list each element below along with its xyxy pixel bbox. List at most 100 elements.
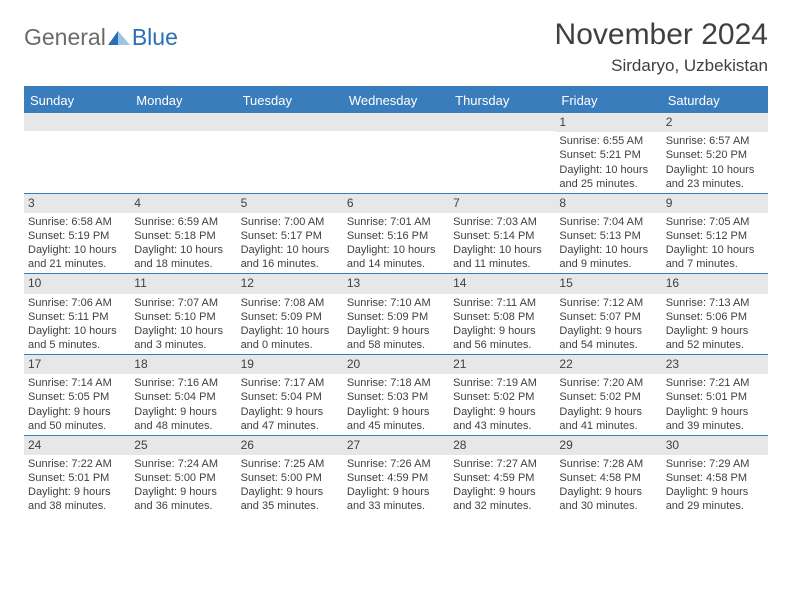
daylight2-text: and 56 minutes. xyxy=(453,338,551,352)
sunrise-text: Sunrise: 7:12 AM xyxy=(559,296,657,310)
sunset-text: Sunset: 5:17 PM xyxy=(241,229,339,243)
day-number: 28 xyxy=(449,436,555,455)
daylight1-text: Daylight: 9 hours xyxy=(559,405,657,419)
daylight2-text: and 25 minutes. xyxy=(559,177,657,191)
daylight1-text: Daylight: 9 hours xyxy=(134,485,232,499)
calendar-week: 10 Sunrise: 7:06 AMSunset: 5:11 PM Dayligh… xyxy=(24,273,768,354)
sunset-text: Sunset: 5:01 PM xyxy=(666,390,764,404)
sunset-text: Sunset: 5:20 PM xyxy=(666,148,764,162)
daylight1-text: Daylight: 9 hours xyxy=(347,405,445,419)
sunrise-text: Sunrise: 7:20 AM xyxy=(559,376,657,390)
calendar-cell xyxy=(343,113,449,193)
sunset-text: Sunset: 4:58 PM xyxy=(559,471,657,485)
cell-body: Sunrise: 7:27 AMSunset: 4:59 PMDaylight:… xyxy=(449,455,555,515)
day-number: 1 xyxy=(555,113,661,132)
calendar-cell: 3Sunrise: 6:58 AMSunset: 5:19 PMDaylight… xyxy=(24,194,130,274)
calendar-cell: 26Sunrise: 7:25 AMSunset: 5:00 PMDayligh… xyxy=(237,436,343,516)
daylight2-text: and 54 minutes. xyxy=(559,338,657,352)
daylight1-text: Daylight: 9 hours xyxy=(666,485,764,499)
day-number xyxy=(237,113,343,131)
cell-body: Sunrise: 7:03 AMSunset: 5:14 PMDaylight:… xyxy=(449,213,555,273)
daylight2-text: and 0 minutes. xyxy=(241,338,339,352)
sunrise-text: Sunrise: 6:57 AM xyxy=(666,134,764,148)
day-number: 15 xyxy=(555,274,661,293)
daylight1-text: Daylight: 10 hours xyxy=(666,243,764,257)
sunset-text: Sunset: 5:01 PM xyxy=(28,471,126,485)
daylight2-text: and 41 minutes. xyxy=(559,419,657,433)
sunrise-text: Sunrise: 7:27 AM xyxy=(453,457,551,471)
calendar-cell: 27Sunrise: 7:26 AMSunset: 4:59 PMDayligh… xyxy=(343,436,449,516)
logo-text-blue: Blue xyxy=(132,24,178,51)
sunset-text: Sunset: 5:00 PM xyxy=(241,471,339,485)
calendar-week: 1Sunrise: 6:55 AMSunset: 5:21 PMDaylight… xyxy=(24,113,768,193)
daylight1-text: Daylight: 10 hours xyxy=(28,243,126,257)
sunrise-text: Sunrise: 7:25 AM xyxy=(241,457,339,471)
sunrise-text: Sunrise: 6:59 AM xyxy=(134,215,232,229)
daylight1-text: Daylight: 9 hours xyxy=(666,324,764,338)
day-header: Saturday xyxy=(662,88,768,113)
sunrise-text: Sunrise: 7:22 AM xyxy=(28,457,126,471)
day-number: 14 xyxy=(449,274,555,293)
day-number xyxy=(130,113,236,131)
sunrise-text: Sunrise: 7:26 AM xyxy=(347,457,445,471)
sunrise-text: Sunrise: 7:04 AM xyxy=(559,215,657,229)
day-number: 3 xyxy=(24,194,130,213)
calendar-cell: 24 Sunrise: 7:22 AMSunset: 5:01 PMDayligh… xyxy=(24,436,130,516)
sunrise-text: Sunrise: 7:08 AM xyxy=(241,296,339,310)
calendar-cell: 30Sunrise: 7:29 AMSunset: 4:58 PMDayligh… xyxy=(662,436,768,516)
sunset-text: Sunset: 5:19 PM xyxy=(28,229,126,243)
day-number: 24 xyxy=(24,436,130,455)
cell-body: Sunrise: 7:10 AMSunset: 5:09 PMDaylight:… xyxy=(343,294,449,354)
daylight1-text: Daylight: 9 hours xyxy=(134,405,232,419)
day-number: 7 xyxy=(449,194,555,213)
sunrise-text: Sunrise: 7:00 AM xyxy=(241,215,339,229)
sunset-text: Sunset: 5:09 PM xyxy=(241,310,339,324)
daylight1-text: Daylight: 10 hours xyxy=(134,324,232,338)
calendar-cell: 8Sunrise: 7:04 AMSunset: 5:13 PMDaylight… xyxy=(555,194,661,274)
cell-body: Sunrise: 7:24 AMSunset: 5:00 PMDaylight:… xyxy=(130,455,236,515)
day-number: 16 xyxy=(662,274,768,293)
sunset-text: Sunset: 5:16 PM xyxy=(347,229,445,243)
daylight1-text: Daylight: 9 hours xyxy=(28,405,126,419)
daylight2-text: and 52 minutes. xyxy=(666,338,764,352)
day-number: 19 xyxy=(237,355,343,374)
daylight1-text: Daylight: 9 hours xyxy=(453,485,551,499)
daylight1-text: Daylight: 9 hours xyxy=(28,485,126,499)
cell-body: Sunrise: 7:16 AMSunset: 5:04 PMDaylight:… xyxy=(130,374,236,434)
daylight2-text: and 21 minutes. xyxy=(28,257,126,271)
sunrise-text: Sunrise: 7:05 AM xyxy=(666,215,764,229)
day-number: 10 xyxy=(24,274,130,293)
sunset-text: Sunset: 5:11 PM xyxy=(28,310,126,324)
calendar-cell xyxy=(237,113,343,193)
day-number: 4 xyxy=(130,194,236,213)
day-number xyxy=(343,113,449,131)
cell-body: Sunrise: 6:57 AMSunset: 5:20 PMDaylight:… xyxy=(662,132,768,192)
cell-body: Sunrise: 7:01 AMSunset: 5:16 PMDaylight:… xyxy=(343,213,449,273)
daylight1-text: Daylight: 9 hours xyxy=(453,324,551,338)
daylight1-text: Daylight: 9 hours xyxy=(666,405,764,419)
day-number: 12 xyxy=(237,274,343,293)
calendar-cell: 23Sunrise: 7:21 AMSunset: 5:01 PMDayligh… xyxy=(662,355,768,435)
calendar-cell: 20Sunrise: 7:18 AMSunset: 5:03 PMDayligh… xyxy=(343,355,449,435)
day-number: 23 xyxy=(662,355,768,374)
cell-body: Sunrise: 7:17 AMSunset: 5:04 PMDaylight:… xyxy=(237,374,343,434)
calendar-cell: 2Sunrise: 6:57 AMSunset: 5:20 PMDaylight… xyxy=(662,113,768,193)
sunrise-text: Sunrise: 7:29 AM xyxy=(666,457,764,471)
daylight1-text: Daylight: 10 hours xyxy=(241,243,339,257)
sunset-text: Sunset: 5:04 PM xyxy=(134,390,232,404)
sunset-text: Sunset: 5:03 PM xyxy=(347,390,445,404)
sunrise-text: Sunrise: 7:06 AM xyxy=(28,296,126,310)
day-header-row: Sunday Monday Tuesday Wednesday Thursday… xyxy=(24,88,768,113)
calendar-cell: 19Sunrise: 7:17 AMSunset: 5:04 PMDayligh… xyxy=(237,355,343,435)
calendar-cell: 15Sunrise: 7:12 AMSunset: 5:07 PMDayligh… xyxy=(555,274,661,354)
daylight1-text: Daylight: 10 hours xyxy=(347,243,445,257)
sunrise-text: Sunrise: 7:07 AM xyxy=(134,296,232,310)
daylight2-text: and 45 minutes. xyxy=(347,419,445,433)
calendar-cell: 4Sunrise: 6:59 AMSunset: 5:18 PMDaylight… xyxy=(130,194,236,274)
daylight1-text: Daylight: 9 hours xyxy=(347,485,445,499)
calendar-cell: 21Sunrise: 7:19 AMSunset: 5:02 PMDayligh… xyxy=(449,355,555,435)
sunrise-text: Sunrise: 7:03 AM xyxy=(453,215,551,229)
daylight2-text: and 50 minutes. xyxy=(28,419,126,433)
day-number: 27 xyxy=(343,436,449,455)
cell-body: Sunrise: 6:59 AMSunset: 5:18 PMDaylight:… xyxy=(130,213,236,273)
